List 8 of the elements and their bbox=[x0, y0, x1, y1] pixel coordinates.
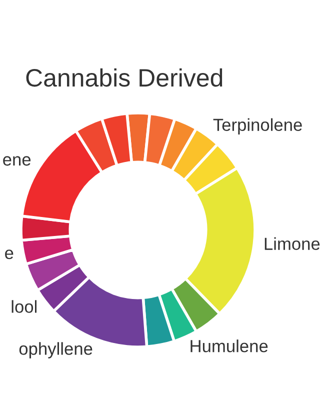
slice-label: Limone bbox=[264, 237, 320, 250]
slice-label: ene bbox=[3, 156, 31, 166]
slice-label: ophyllene bbox=[19, 342, 92, 358]
slice-label: e bbox=[5, 250, 14, 260]
slice-label: Terpinolene bbox=[213, 118, 302, 134]
slice-label: lool bbox=[12, 300, 37, 313]
chart-title: Cannabis Derived bbox=[26, 68, 222, 87]
slice-label: Humulene bbox=[190, 340, 268, 352]
